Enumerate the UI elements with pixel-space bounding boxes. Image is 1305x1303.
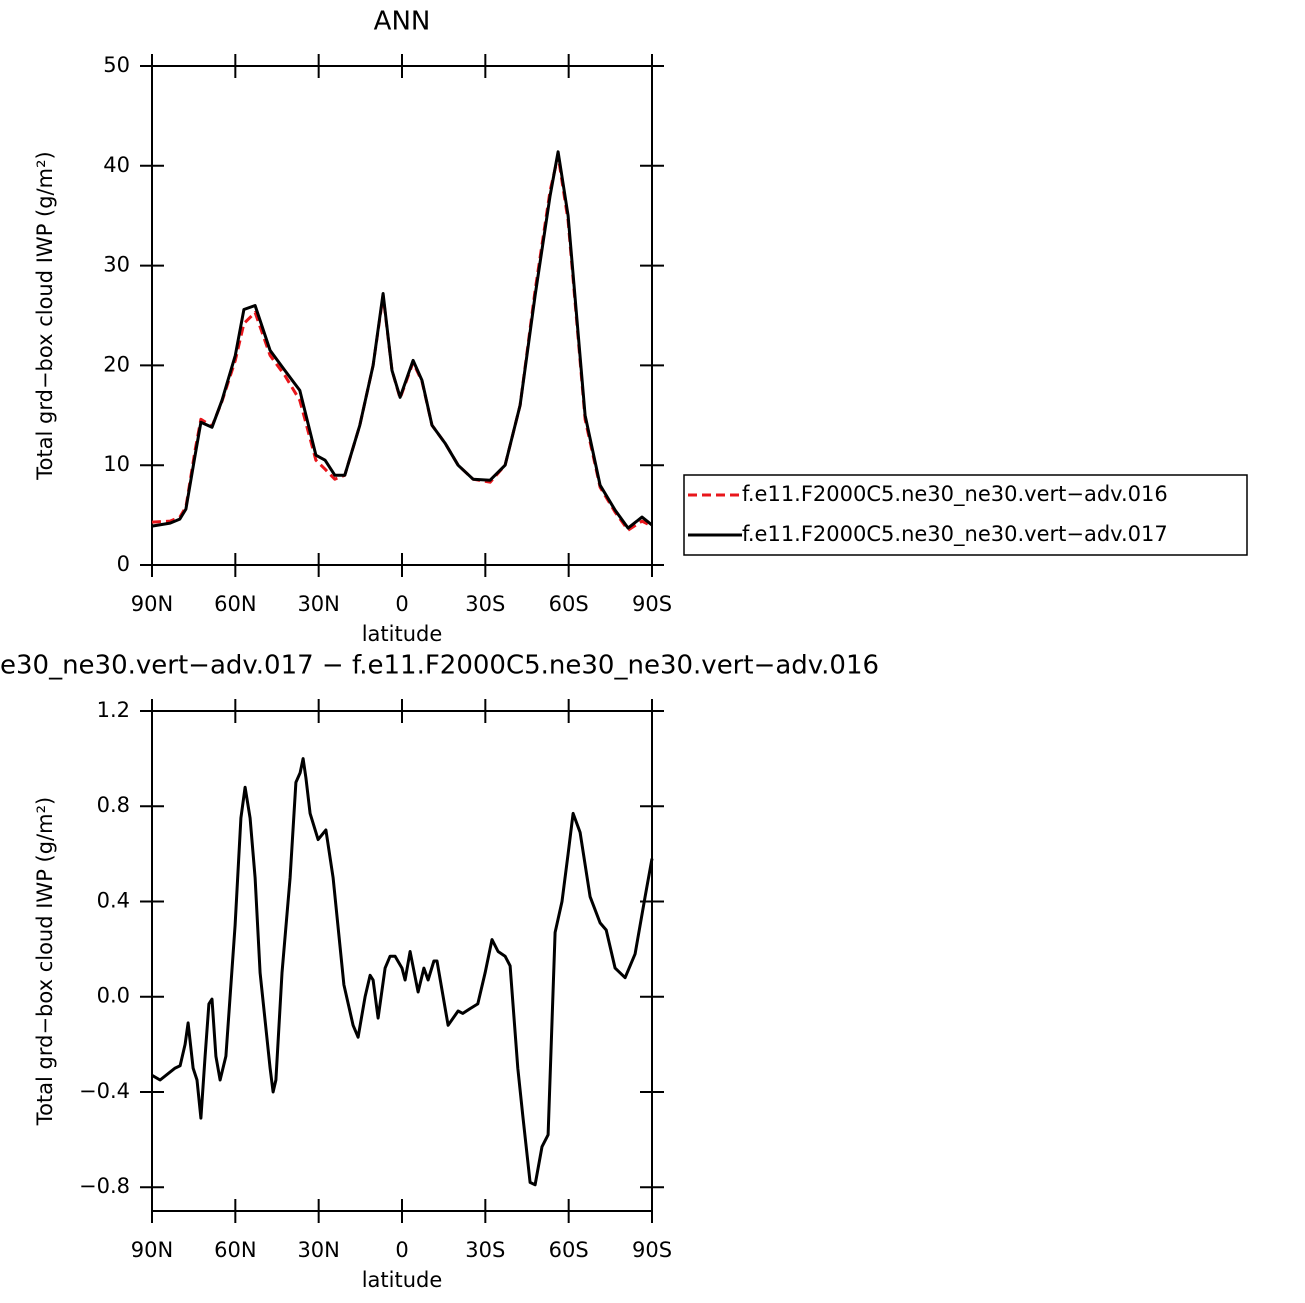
y-tick-label: 50 xyxy=(103,53,130,77)
plot-frame xyxy=(151,65,653,566)
y-tick-label: −0.4 xyxy=(79,1079,130,1103)
x-tick-label: 90S xyxy=(632,1238,672,1262)
x-tick-label: 60N xyxy=(214,592,256,616)
x-tick-label: 60S xyxy=(549,1238,589,1262)
x-tick-label: 60N xyxy=(214,1238,256,1262)
legend-box xyxy=(683,474,1248,556)
x-tick-label: 30N xyxy=(297,592,339,616)
y-axis-label: Total grd−box cloud IWP (g/m²) xyxy=(33,797,57,1126)
x-axis-label: latitude xyxy=(362,1268,443,1292)
y-tick-label: 1.2 xyxy=(97,698,130,722)
y-tick-label: 20 xyxy=(103,352,130,376)
x-tick-label: 0 xyxy=(395,1238,408,1262)
x-tick-label: 30S xyxy=(465,592,505,616)
x-tick-label: 30S xyxy=(465,1238,505,1262)
data-line xyxy=(151,154,653,532)
y-tick-label: −0.8 xyxy=(79,1174,130,1198)
x-tick-label: 60S xyxy=(549,592,589,616)
y-axis-label: Total grd−box cloud IWP (g/m²) xyxy=(33,151,57,480)
y-tick-label: 40 xyxy=(103,153,130,177)
legend-label: f.e11.F2000C5.ne30_ne30.vert−adv.016 xyxy=(742,482,1168,507)
x-axis-label: latitude xyxy=(362,622,443,646)
y-tick-label: 10 xyxy=(103,452,130,476)
legend-label: f.e11.F2000C5.ne30_ne30.vert−adv.017 xyxy=(742,522,1168,547)
y-tick-label: 30 xyxy=(103,253,130,277)
y-tick-label: 0.4 xyxy=(97,888,130,912)
plot-frame xyxy=(151,710,653,1212)
x-tick-label: 30N xyxy=(297,1238,339,1262)
chart-title: e30_ne30.vert−adv.017 − f.e11.F2000C5.ne… xyxy=(0,651,879,681)
x-tick-label: 0 xyxy=(395,592,408,616)
chart-title: ANN xyxy=(374,7,431,37)
x-tick-label: 90N xyxy=(131,592,173,616)
data-line xyxy=(151,150,653,530)
y-tick-label: 0 xyxy=(117,552,130,576)
y-tick-label: 0.8 xyxy=(97,793,130,817)
x-tick-label: 90S xyxy=(632,592,672,616)
y-tick-label: 0.0 xyxy=(97,984,130,1008)
data-line xyxy=(151,757,654,1187)
x-tick-label: 90N xyxy=(131,1238,173,1262)
